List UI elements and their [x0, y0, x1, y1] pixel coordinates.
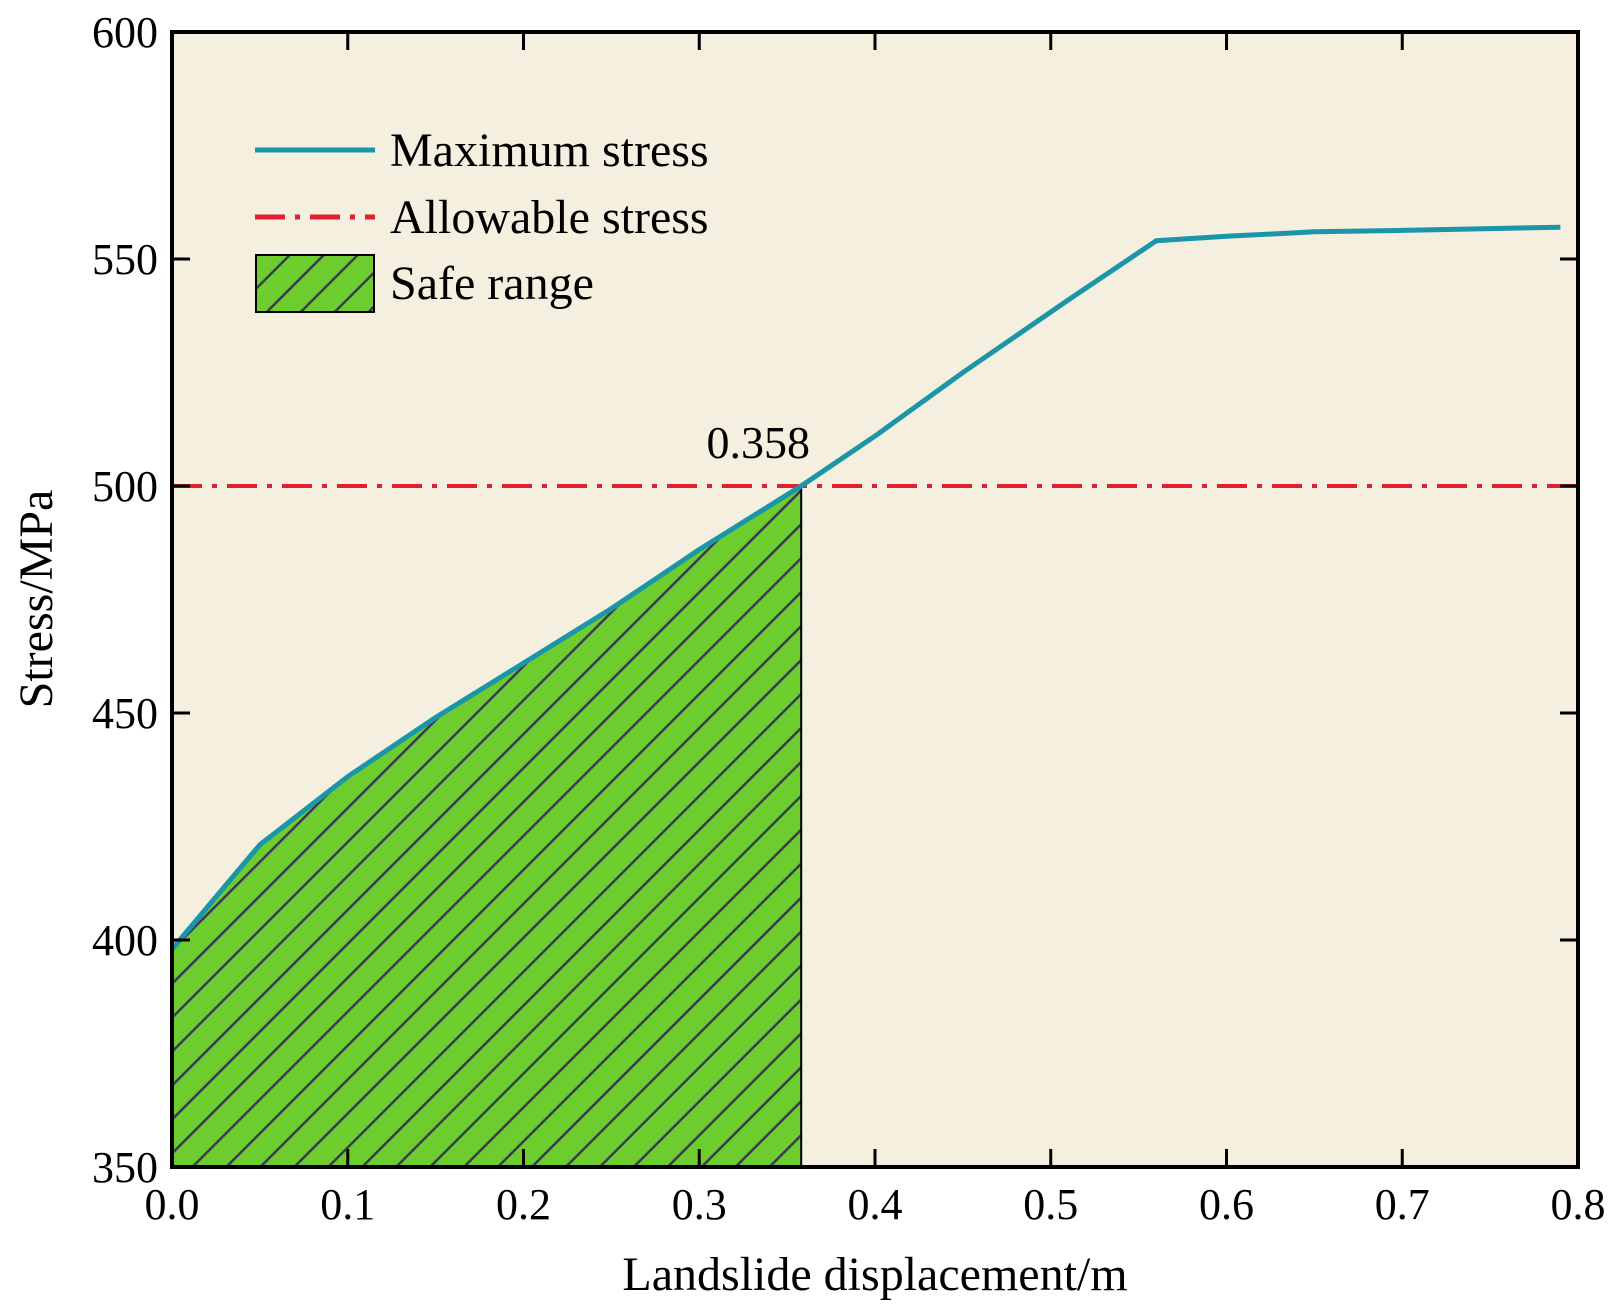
x-tick-label: 0.1: [320, 1180, 375, 1229]
y-tick-label: 400: [92, 916, 158, 965]
x-tick-label: 0.7: [1375, 1180, 1430, 1229]
y-tick-label: 450: [92, 689, 158, 738]
x-axis-title: Landslide displacement/m: [622, 1248, 1127, 1301]
y-tick-label: 500: [92, 462, 158, 511]
legend: Maximum stress Allowable stress Safe ran…: [255, 124, 709, 313]
x-axis-ticks: 0.0 0.1 0.2 0.3 0.4 0.5 0.6 0.7 0.8: [145, 32, 1606, 1229]
x-tick-label: 0.2: [496, 1180, 551, 1229]
x-tick-label: 0.3: [672, 1180, 727, 1229]
y-axis-title: Stress/MPa: [10, 490, 63, 709]
y-axis-ticks: 350 400 450 500 550 600: [92, 8, 1578, 1192]
legend-label-safe-range: Safe range: [390, 257, 594, 310]
x-tick-label: 0.5: [1023, 1180, 1078, 1229]
legend-swatch-safe-range: [255, 254, 375, 313]
x-tick-label: 0.0: [145, 1180, 200, 1229]
x-tick-label: 0.4: [848, 1180, 903, 1229]
x-tick-label: 0.8: [1551, 1180, 1606, 1229]
y-tick-label: 550: [92, 235, 158, 284]
legend-label-maximum-stress: Maximum stress: [390, 124, 709, 177]
legend-label-allowable-stress: Allowable stress: [390, 191, 709, 244]
intersection-annotation: 0.358: [706, 417, 810, 468]
maximum-stress-line: [172, 224, 1561, 951]
y-tick-label: 350: [92, 1143, 158, 1192]
x-tick-label: 0.6: [1199, 1180, 1254, 1229]
y-tick-label: 600: [92, 8, 158, 57]
